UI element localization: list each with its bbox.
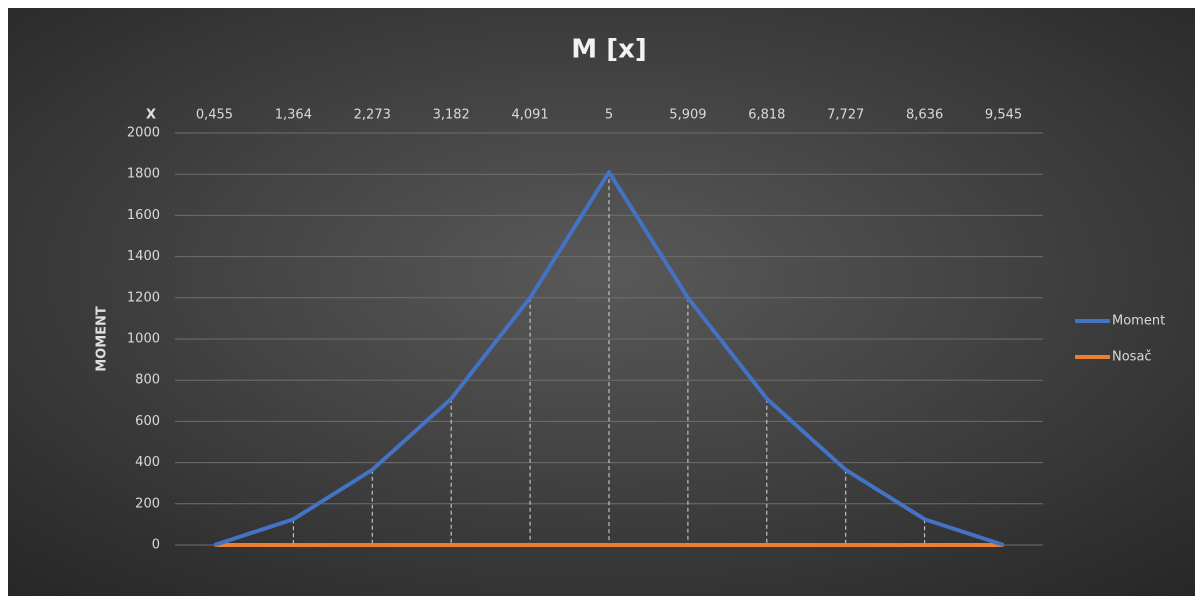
legend-label: Moment [1112, 314, 1165, 329]
y-axis-label: MOMENT [95, 306, 110, 372]
y-tick-label: 200 [135, 496, 160, 511]
x-tick-label: 6,818 [748, 108, 785, 123]
y-tick-label: 600 [135, 414, 160, 429]
x-tick-label: 7,727 [827, 108, 864, 123]
x-tick-label: 5 [605, 108, 613, 123]
y-tick-label: 1200 [127, 290, 160, 305]
y-tick-label: 1400 [127, 249, 160, 264]
x-tick-label: 5,909 [669, 108, 706, 123]
y-tick-label: 2000 [127, 126, 160, 141]
y-tick-label: 1800 [127, 167, 160, 182]
y-tick-label: 0 [152, 538, 160, 553]
x-tick-label: 3,182 [433, 108, 470, 123]
x-tick-label: 2,273 [354, 108, 391, 123]
y-tick-label: 1600 [127, 208, 160, 223]
y-tick-label: 800 [135, 373, 160, 388]
chart-background [8, 8, 1195, 596]
x-axis-label: X [146, 108, 156, 123]
x-tick-label: 8,636 [906, 108, 943, 123]
y-tick-label: 1000 [127, 332, 160, 347]
y-tick-label: 400 [135, 455, 160, 470]
chart-title: M [x] [571, 35, 646, 65]
x-tick-label: 1,364 [275, 108, 312, 123]
x-tick-label: 0,455 [196, 108, 233, 123]
legend-label: Nosač [1112, 350, 1152, 365]
x-tick-label: 9,545 [985, 108, 1022, 123]
series-line [213, 170, 1005, 547]
x-tick-label: 4,091 [511, 108, 548, 123]
